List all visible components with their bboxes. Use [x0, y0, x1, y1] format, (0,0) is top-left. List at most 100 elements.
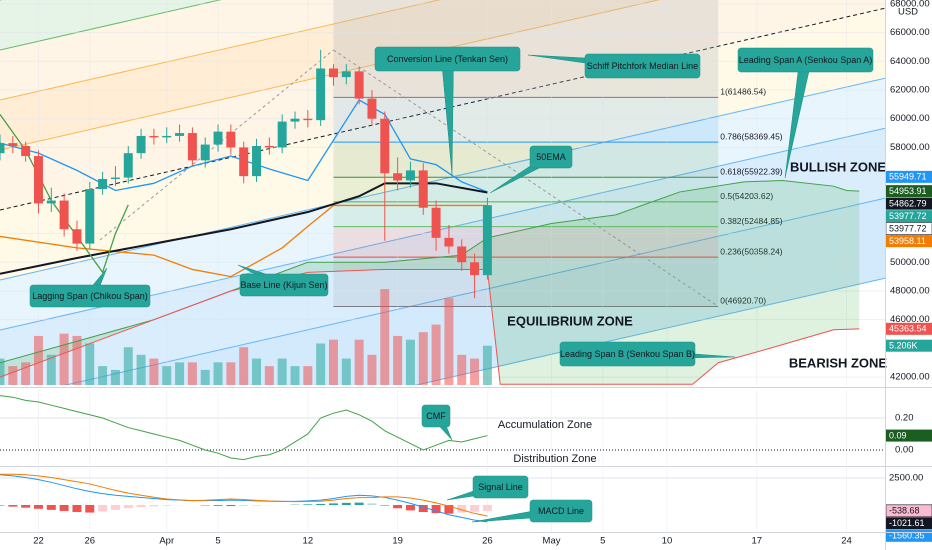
callout-box	[529, 499, 593, 523]
macd-histogram-bar	[8, 505, 18, 507]
zone-label: BEARISH ZONE	[789, 355, 888, 370]
fib-label: 0.618(55922.39)	[720, 166, 783, 176]
price-pane: 1(61486.54) 0.786(58369.45) 0.618(55922.39…	[0, 0, 885, 385]
zone-label: Accumulation Zone	[498, 419, 592, 431]
pitchfork-band	[0, 78, 885, 330]
candle-body	[393, 173, 403, 181]
candle-body	[213, 131, 223, 145]
price-tag-bg	[886, 170, 932, 183]
volume-bar	[98, 366, 108, 385]
macd-histogram-bar	[431, 505, 441, 514]
candle-body	[457, 246, 467, 263]
candle-body	[46, 200, 56, 204]
fib-label: 0.5(54203.62)	[720, 191, 773, 201]
candle-body	[290, 118, 300, 122]
price-tag: 53958.11	[889, 236, 926, 246]
y-tick-label: 58000.00	[890, 142, 930, 153]
x-tick-label: 12	[303, 536, 314, 547]
macd-histogram-bar	[405, 505, 415, 511]
zone-label: EQUILIBRIUM ZONE	[507, 313, 633, 328]
callout-box	[239, 273, 329, 297]
callout-text: Base Line (Kijun Sen)	[240, 280, 327, 290]
pitchfork-line	[0, 0, 441, 101]
pitchfork-line	[0, 0, 222, 51]
fib-band	[333, 97, 719, 143]
fib-label: 0.382(52484.85)	[720, 216, 783, 226]
x-tick-label: 5	[215, 536, 220, 547]
callout-box	[559, 341, 696, 367]
volume-tag: 5.206K	[889, 341, 918, 351]
trend-dash	[99, 49, 334, 241]
candle-body	[264, 145, 274, 148]
macd-histogram-bar	[444, 505, 454, 514]
volume-bar	[213, 362, 223, 385]
cmf-tick-label: 0.20	[895, 413, 914, 424]
candle-body	[0, 143, 5, 154]
candle-body	[405, 170, 415, 181]
price-tag: 54862.79	[889, 199, 927, 209]
callout-text: CMF	[426, 411, 446, 421]
macd-histogram-bar	[226, 505, 236, 507]
callout-box	[472, 475, 529, 499]
overlay-layer: 42000.0046000.0048000.0050000.0052000.00…	[29, 0, 932, 547]
macd-histogram-bar	[149, 505, 159, 507]
macd-tag-bg	[886, 517, 932, 530]
candle-body	[226, 131, 236, 148]
macd-tag: -1560.35	[889, 531, 925, 541]
volume-bar	[328, 339, 338, 385]
candle-body	[33, 156, 43, 204]
candle-body	[316, 68, 326, 121]
volume-bar	[303, 366, 313, 385]
macd-histogram-bar	[59, 505, 69, 511]
volume-bar	[239, 347, 249, 385]
candle-body	[123, 153, 133, 178]
candle-body	[8, 143, 18, 146]
pitchfork-line	[414, 277, 885, 385]
price-tag: 54953.91	[889, 186, 927, 196]
candle-body	[328, 68, 338, 78]
pitchfork-median	[0, 7, 885, 211]
macd-histogram-bar	[98, 505, 108, 512]
volume-bar	[277, 358, 287, 385]
candle-body	[367, 98, 377, 119]
macd-histogram-bar	[303, 504, 313, 506]
macd-histogram-bar	[393, 505, 403, 509]
x-tick-label: Apr	[159, 536, 174, 547]
macd-histogram-bar	[162, 505, 172, 506]
macd-histogram-bar	[457, 505, 467, 513]
macd-histogram-bar	[72, 505, 82, 513]
candle-body	[341, 71, 351, 78]
candle-body	[175, 133, 185, 136]
candle-body	[149, 135, 159, 138]
macd-histogram-bar	[316, 503, 326, 506]
fib-label: 0.236(50358.24)	[720, 246, 783, 256]
pitchfork-band	[0, 0, 885, 210]
x-tick-label: 26	[84, 536, 95, 547]
volume-bar	[226, 362, 236, 385]
volume-bar	[444, 298, 454, 385]
candle-body	[187, 133, 197, 161]
x-tick-label: 17	[751, 536, 762, 547]
candle-body	[431, 207, 441, 238]
candle-body	[59, 200, 69, 230]
volume-bar	[418, 332, 428, 385]
price-tag-bg	[886, 235, 932, 248]
y-tick-label: 60000.00	[890, 113, 930, 124]
y-tick-label: 46000.00	[890, 314, 930, 325]
trend-dash	[333, 49, 719, 307]
y-tick-label: 66000.00	[890, 27, 930, 38]
callout-text: 50EMA	[536, 152, 566, 162]
cmf-line	[0, 395, 488, 461]
callout-text: MACD Line	[538, 506, 584, 516]
y-tick-label: 50000.00	[890, 257, 930, 268]
volume-bar	[393, 335, 403, 385]
volume-bar	[72, 335, 82, 385]
volume-bar	[8, 366, 18, 385]
volume-bar	[290, 366, 300, 385]
macd-histogram-bar	[482, 505, 492, 511]
candle-body	[444, 237, 454, 247]
price-tag: 55949.71	[889, 172, 927, 182]
volume-bar	[341, 358, 351, 385]
macd-tick-label: 2500.00	[889, 473, 923, 484]
